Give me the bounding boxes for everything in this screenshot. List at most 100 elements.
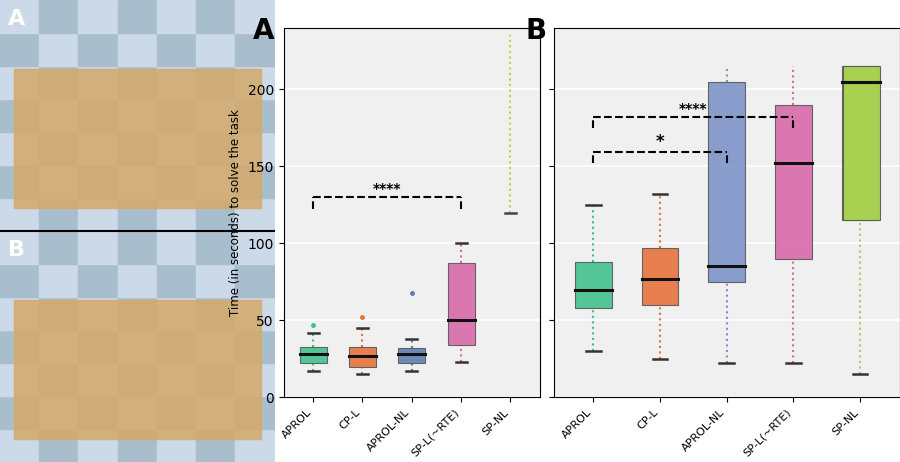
Bar	[118, 132, 157, 165]
Bar	[78, 297, 118, 330]
Bar	[842, 66, 878, 220]
Bar	[118, 165, 157, 198]
Bar	[235, 429, 274, 462]
Bar	[196, 165, 235, 198]
Text: ****: ****	[680, 102, 707, 116]
Bar	[78, 99, 118, 132]
Text: B: B	[8, 240, 25, 260]
Bar	[40, 198, 78, 231]
Bar	[78, 66, 118, 99]
Bar	[118, 396, 157, 429]
Bar	[40, 132, 78, 165]
Bar	[0, 165, 40, 198]
Bar	[235, 99, 274, 132]
Bar	[157, 429, 196, 462]
Bar	[40, 264, 78, 297]
Bar	[196, 231, 235, 264]
Bar	[196, 330, 235, 363]
Bar	[235, 231, 274, 264]
Bar	[78, 165, 118, 198]
Bar	[78, 396, 118, 429]
Text: A: A	[8, 9, 25, 29]
Bar	[196, 429, 235, 462]
Bar	[78, 363, 118, 396]
Bar	[349, 346, 376, 366]
Bar	[157, 99, 196, 132]
Bar	[118, 0, 157, 33]
Bar	[398, 348, 426, 364]
Bar	[40, 396, 78, 429]
Bar	[196, 66, 235, 99]
Bar	[575, 262, 612, 308]
Bar	[118, 429, 157, 462]
Bar	[0, 429, 40, 462]
Bar	[0, 264, 40, 297]
Bar	[40, 33, 78, 66]
Bar	[14, 69, 261, 208]
Bar	[0, 231, 40, 264]
Bar	[40, 66, 78, 99]
Text: B: B	[526, 17, 547, 45]
Bar	[118, 66, 157, 99]
Bar	[78, 132, 118, 165]
Bar	[157, 0, 196, 33]
Bar	[0, 396, 40, 429]
Bar	[40, 165, 78, 198]
Bar	[157, 330, 196, 363]
Bar	[157, 165, 196, 198]
Bar	[0, 99, 40, 132]
Bar	[40, 363, 78, 396]
Text: A: A	[253, 17, 274, 45]
Bar	[235, 198, 274, 231]
Bar	[0, 33, 40, 66]
Bar	[40, 297, 78, 330]
Bar	[708, 82, 745, 282]
Bar	[157, 66, 196, 99]
Bar	[118, 264, 157, 297]
Bar	[78, 264, 118, 297]
Bar	[40, 330, 78, 363]
Bar	[447, 263, 474, 345]
Bar	[0, 363, 40, 396]
Bar	[157, 396, 196, 429]
Bar	[157, 363, 196, 396]
Bar	[40, 99, 78, 132]
Y-axis label: Time (in seconds) to solve the task: Time (in seconds) to solve the task	[229, 109, 242, 316]
Bar	[300, 346, 327, 364]
Bar	[235, 330, 274, 363]
Bar	[78, 231, 118, 264]
Bar	[196, 396, 235, 429]
Bar	[78, 330, 118, 363]
Bar	[0, 66, 40, 99]
Bar	[0, 132, 40, 165]
Bar	[196, 0, 235, 33]
Bar	[196, 99, 235, 132]
Bar	[118, 330, 157, 363]
Bar	[118, 198, 157, 231]
Bar	[118, 297, 157, 330]
Bar	[78, 198, 118, 231]
Text: *: *	[656, 133, 664, 151]
Bar	[78, 429, 118, 462]
Bar	[157, 198, 196, 231]
Bar	[235, 132, 274, 165]
Bar	[196, 264, 235, 297]
Bar	[157, 231, 196, 264]
Bar	[0, 198, 40, 231]
Bar	[235, 165, 274, 198]
Bar	[843, 66, 880, 220]
Bar	[40, 429, 78, 462]
Bar	[0, 330, 40, 363]
Bar	[775, 105, 812, 259]
Bar	[235, 264, 274, 297]
Bar	[235, 363, 274, 396]
Bar	[157, 264, 196, 297]
Bar	[0, 297, 40, 330]
Bar	[40, 0, 78, 33]
Bar	[196, 363, 235, 396]
Bar	[78, 33, 118, 66]
Bar	[235, 0, 274, 33]
Bar	[235, 297, 274, 330]
Bar	[196, 198, 235, 231]
Bar	[118, 99, 157, 132]
